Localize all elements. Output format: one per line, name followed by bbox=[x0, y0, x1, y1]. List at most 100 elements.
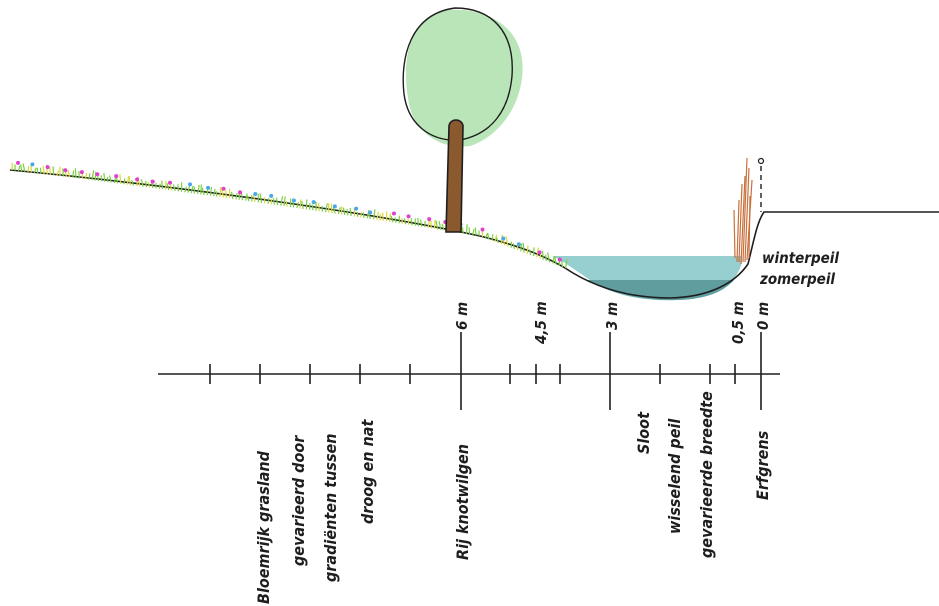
reed-icon bbox=[733, 157, 753, 265]
flower-dot bbox=[95, 172, 100, 177]
grass-blade bbox=[474, 227, 477, 236]
grass-blade bbox=[67, 169, 71, 178]
tree-trunk bbox=[445, 119, 464, 233]
tick-label-4-5m: 4,5 m bbox=[532, 301, 550, 344]
svg-text:wisselend peil: wisselend peil bbox=[665, 418, 684, 534]
flower-dot bbox=[354, 206, 359, 211]
tick-label-6m: 6 m bbox=[453, 302, 471, 330]
svg-text:Bloemrijk grasland: Bloemrijk grasland bbox=[254, 450, 273, 604]
grass-blade bbox=[554, 255, 557, 265]
grass-blade bbox=[119, 174, 122, 184]
grass-blade bbox=[401, 218, 403, 224]
axis-major-ticks bbox=[460, 332, 762, 410]
flower-dot bbox=[480, 227, 485, 232]
flower-dot bbox=[16, 160, 20, 165]
grass-blade bbox=[417, 217, 419, 227]
grass-blade bbox=[403, 218, 407, 225]
flower-dot bbox=[63, 168, 68, 173]
grass-blade bbox=[184, 186, 187, 193]
grass-blade bbox=[565, 259, 568, 269]
flower-dot bbox=[135, 177, 140, 182]
grass-blade bbox=[267, 198, 270, 204]
grass-blade bbox=[144, 180, 147, 188]
grass-blade bbox=[221, 189, 224, 198]
flower-dot bbox=[291, 198, 296, 203]
grass-blade bbox=[280, 196, 284, 206]
grass-blade bbox=[283, 196, 286, 207]
grass-blade bbox=[427, 220, 431, 228]
grass-blade bbox=[390, 215, 394, 223]
grass-blade bbox=[502, 240, 506, 246]
flower-dot bbox=[368, 210, 373, 215]
grass-blade bbox=[201, 187, 205, 195]
grass-blade bbox=[131, 179, 135, 186]
grass-blade bbox=[209, 186, 213, 196]
grass-blade bbox=[17, 165, 21, 172]
grass-blade bbox=[272, 197, 275, 205]
grass-blade bbox=[259, 193, 263, 203]
grass-blade bbox=[213, 188, 216, 197]
grass-blade bbox=[438, 220, 442, 230]
grass-blade bbox=[128, 175, 131, 186]
flower-dot bbox=[311, 200, 316, 205]
flower-dot bbox=[391, 211, 396, 216]
grass-blade bbox=[219, 187, 222, 198]
grass-blade bbox=[230, 191, 234, 199]
grass-blade bbox=[246, 195, 250, 202]
grass-strip-icon bbox=[11, 160, 568, 269]
grass-blade bbox=[487, 232, 490, 240]
grass-blade bbox=[362, 212, 365, 218]
grass-blade bbox=[472, 228, 475, 235]
grass-blade bbox=[376, 211, 380, 220]
svg-text:droog en nat: droog en nat bbox=[358, 419, 377, 524]
grass-blade bbox=[529, 249, 531, 256]
grass-blade bbox=[349, 208, 352, 217]
flower-dot bbox=[427, 217, 432, 222]
tick-label-3m: 3 m bbox=[603, 302, 621, 330]
grass-blade bbox=[42, 165, 45, 175]
grass-blade bbox=[485, 232, 489, 239]
grass-blade bbox=[85, 173, 88, 180]
flower-dot bbox=[516, 242, 521, 247]
flower-dot bbox=[206, 185, 211, 190]
flower-dot bbox=[30, 162, 35, 167]
grass-blade bbox=[505, 236, 509, 247]
boundary-marker bbox=[757, 157, 765, 212]
grass-blade bbox=[88, 173, 91, 180]
grass-blade bbox=[97, 175, 99, 181]
grass-blade bbox=[140, 179, 144, 187]
flower-dot bbox=[168, 180, 173, 185]
grass-blade bbox=[225, 190, 227, 198]
flower-dot bbox=[114, 174, 119, 179]
grass-blade bbox=[520, 243, 523, 252]
grass-blade bbox=[332, 207, 336, 214]
grass-blade bbox=[382, 212, 384, 221]
zone-boundary-label: Erfgrens bbox=[753, 430, 772, 500]
grass-blade bbox=[552, 256, 555, 264]
grass-blade bbox=[147, 181, 151, 188]
grass-blade bbox=[72, 170, 75, 178]
grass-blade bbox=[330, 203, 333, 214]
flower-dot bbox=[238, 190, 243, 195]
grass-blade bbox=[441, 223, 445, 231]
zone-grassland-label: Bloemrijk grasland gevarieerd door gradi… bbox=[254, 419, 377, 604]
grass-blade bbox=[190, 185, 194, 194]
grass-blade bbox=[299, 199, 302, 209]
grass-blade bbox=[20, 164, 23, 172]
grass-blade bbox=[342, 207, 346, 216]
grass-blade bbox=[373, 209, 376, 220]
grass-blade bbox=[541, 250, 544, 260]
flower-dot bbox=[406, 214, 411, 219]
grass-blade bbox=[435, 220, 439, 230]
grass-blade bbox=[123, 178, 126, 185]
grass-blade bbox=[252, 195, 256, 203]
grass-blade bbox=[301, 200, 304, 209]
grass-blade bbox=[27, 165, 30, 173]
flower-dot bbox=[332, 204, 337, 209]
grass-blade bbox=[166, 183, 170, 191]
grass-blade bbox=[158, 183, 161, 189]
tick-label-0-5m: 0,5 m bbox=[729, 301, 747, 344]
flower-dot bbox=[253, 192, 258, 197]
